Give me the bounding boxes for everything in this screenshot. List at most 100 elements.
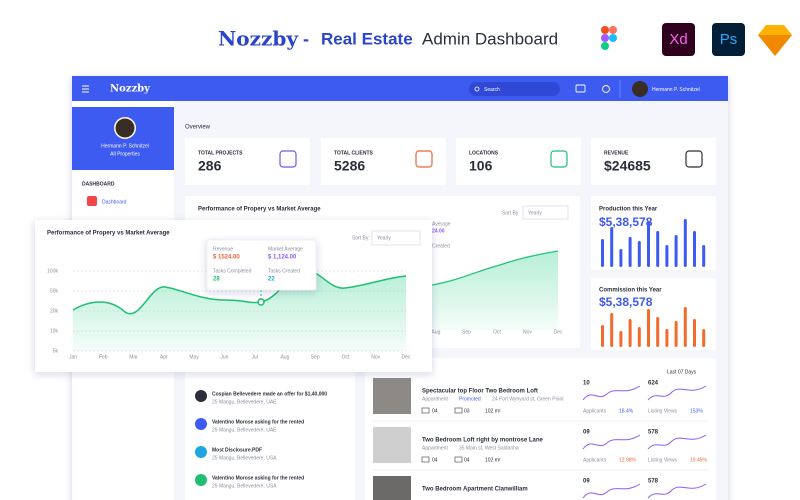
x-tick-label: Apr [160, 354, 168, 360]
area [432, 251, 558, 330]
bar-decoration [637, 241, 641, 267]
stat-icon [415, 150, 433, 168]
listing-address: 35 Main st, West Saldanha [459, 445, 519, 451]
menu-button[interactable] [82, 85, 89, 93]
applicants-count: 09 [583, 479, 590, 485]
ps-logo [712, 23, 745, 56]
xd-logo [662, 23, 695, 56]
stat-card [591, 138, 716, 185]
bar-decoration [674, 321, 678, 347]
production-value: $5,38,578 [599, 215, 653, 229]
stat-card [185, 138, 310, 185]
tooltip-value: 28 [213, 277, 220, 283]
x-tick-label: Nov [371, 354, 380, 360]
activities-card [185, 358, 355, 500]
bar-decoration [610, 227, 614, 267]
x-tick-label: Sep [311, 354, 320, 360]
applicants-label: Applicants [583, 457, 607, 463]
bed-icon [421, 456, 430, 463]
stat-card [321, 138, 446, 185]
bar-decoration [656, 231, 660, 267]
bar-decoration [647, 221, 650, 267]
topbar-brand: Nozzby [110, 84, 151, 95]
x-tick-label: Mar [129, 354, 138, 360]
profile-name: Hermann P. Schnitzel [101, 143, 149, 149]
stat-cards: TOTAL PROJECTS 286 TOTAL CLIENTS 5286 LOCATI… [185, 138, 716, 185]
bar-decoration [693, 231, 696, 267]
bar-decoration [601, 239, 604, 267]
stat-label: TOTAL PROJECTS [198, 150, 243, 156]
tooltip-value: $ 1524.00 [213, 255, 240, 261]
tooltip-fragment: 24.00 [432, 228, 445, 234]
bed-icon [421, 407, 430, 414]
stat-label: LOCATIONS [469, 150, 499, 156]
listings-filter[interactable]: Last 07 Days [667, 369, 697, 375]
applicants-change: 12.98% [619, 457, 637, 463]
search-box[interactable] [469, 82, 560, 96]
bar-decoration [619, 331, 623, 347]
bar-decoration [619, 249, 623, 267]
banner-separator: - [303, 29, 309, 49]
search-placeholder: Search [484, 87, 500, 93]
listing-title: Spectacular top Floor Two Bedroom Loft [422, 389, 538, 395]
views-change: 19.45% [690, 457, 708, 463]
section-label: DASHBOARD [82, 181, 115, 187]
activity-place: 25 Mangu, Bellevedere, USA [212, 455, 277, 461]
bar-decoration [683, 307, 687, 347]
x-tick-label: Aug [432, 329, 441, 335]
views-count: 624 [648, 381, 659, 387]
listing-baths: 03 [464, 408, 470, 414]
messages-icon[interactable] [575, 84, 586, 93]
x-tick-label: Jun [220, 354, 228, 360]
listing-rows: Spectacular top Floor Two Bedroom Loft Ap… [373, 378, 708, 500]
bar-decoration [665, 329, 669, 347]
listing-title: Two Bedroom Loft right by montrose Lane [422, 438, 544, 444]
popout-line [72, 269, 407, 315]
activity-icon [195, 474, 207, 486]
link-icon[interactable] [602, 85, 610, 93]
applicants-change: 16.4% [619, 408, 634, 414]
sort-value: Yearly [528, 210, 542, 216]
listing-area: 102 m² [485, 457, 501, 463]
listing-beds: 04 [432, 457, 438, 463]
listings-card [365, 358, 716, 500]
x-tick-label: Dec [554, 329, 563, 335]
tooltip-fragment: Created [432, 243, 450, 249]
stat-value: 5286 [334, 158, 365, 174]
popout-sort-select[interactable] [371, 230, 421, 246]
y-tick-label: 20k [50, 308, 59, 314]
listing-photo [373, 476, 411, 500]
bar-decoration [693, 319, 696, 347]
overview-heading: Overview [185, 125, 211, 131]
activity-text: Most Disclosure.PDF [212, 447, 262, 453]
bar-decoration [610, 313, 614, 347]
sort-label: Sort By [502, 210, 519, 216]
x-tick-label: May [189, 354, 199, 360]
activity-place: 25 Mangu, Bellevedere, UAE [212, 427, 277, 433]
y-tick-label: 100k [47, 268, 58, 274]
listing-address: 24 Fort Wynyard st, Green Point [492, 396, 564, 402]
commission-value: $5,38,578 [599, 295, 653, 309]
sparkline-decoration [582, 434, 641, 450]
nav-item[interactable]: Dashboard [102, 199, 127, 205]
listing-baths: 04 [464, 457, 470, 463]
x-tick-label: Oct [342, 354, 350, 360]
bar-decoration [628, 237, 632, 267]
listing-beds: 04 [432, 408, 438, 414]
banner-title: Admin Dashboard [422, 29, 558, 48]
user-avatar[interactable] [632, 81, 648, 97]
bath-icon [454, 407, 463, 414]
stat-icon [550, 150, 568, 168]
line [431, 250, 559, 286]
bar-decoration [637, 327, 641, 347]
banner-brand: Nozzby [218, 27, 299, 51]
views-label: Listing Views [648, 408, 678, 414]
popout-tooltip [206, 239, 317, 291]
sort-select[interactable] [522, 205, 569, 220]
commission-title: Commission this Year [599, 288, 662, 294]
listing-badge: Promoted [459, 396, 481, 402]
x-tick-label: Dec [402, 354, 411, 360]
bar-decoration [656, 317, 660, 347]
sparkline-decoration [582, 483, 641, 499]
